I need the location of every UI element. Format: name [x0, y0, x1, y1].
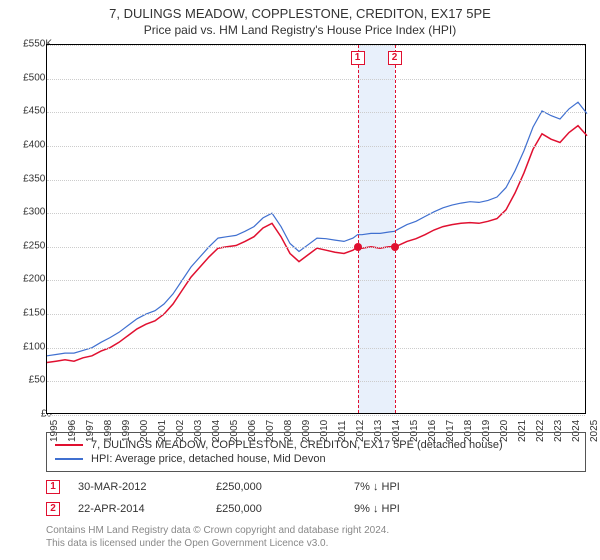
sale-delta: 7% ↓ HPI	[354, 481, 474, 493]
gridline	[47, 45, 585, 46]
series-hpi	[47, 102, 587, 356]
legend-swatch	[55, 444, 83, 446]
titles: 7, DULINGS MEADOW, COPPLESTONE, CREDITON…	[0, 0, 600, 39]
chart-container: 7, DULINGS MEADOW, COPPLESTONE, CREDITON…	[0, 0, 600, 560]
sale-row: 1 30-MAR-2012 £250,000 7% ↓ HPI	[46, 480, 586, 494]
x-tick-label: 2025	[589, 420, 600, 442]
gridline	[47, 247, 585, 248]
chart-title: 7, DULINGS MEADOW, COPPLESTONE, CREDITON…	[4, 6, 596, 21]
gridline	[47, 213, 585, 214]
gridline	[47, 280, 585, 281]
sale-dot	[391, 243, 399, 251]
sale-marker-2: 2	[388, 51, 402, 65]
sale-dot	[354, 243, 362, 251]
legend-label: 7, DULINGS MEADOW, COPPLESTONE, CREDITON…	[91, 439, 503, 451]
legend-box: 7, DULINGS MEADOW, COPPLESTONE, CREDITON…	[46, 432, 586, 472]
legend-block: 7, DULINGS MEADOW, COPPLESTONE, CREDITON…	[46, 432, 586, 550]
sale-marker-inline: 2	[46, 502, 60, 516]
sale-vline	[395, 45, 396, 413]
gridline	[47, 314, 585, 315]
sale-vline	[358, 45, 359, 413]
sales-list: 1 30-MAR-2012 £250,000 7% ↓ HPI 2 22-APR-2014…	[46, 480, 586, 516]
gridline	[47, 180, 585, 181]
gridline	[47, 348, 585, 349]
legend-row: 7, DULINGS MEADOW, COPPLESTONE, CREDITON…	[55, 439, 577, 451]
sale-marker-inline: 1	[46, 480, 60, 494]
sale-date: 22-APR-2014	[78, 503, 198, 515]
gridline	[47, 79, 585, 80]
gridline	[47, 415, 585, 416]
plot-area: 12	[46, 44, 586, 414]
credit-text: Contains HM Land Registry data © Crown c…	[46, 524, 586, 550]
series-subject-property	[47, 126, 587, 363]
sale-price: £250,000	[216, 503, 336, 515]
sale-marker-1: 1	[351, 51, 365, 65]
sale-price: £250,000	[216, 481, 336, 493]
chart-subtitle: Price paid vs. HM Land Registry's House …	[4, 23, 596, 37]
legend-label: HPI: Average price, detached house, Mid …	[91, 453, 326, 465]
gridline	[47, 112, 585, 113]
sale-delta: 9% ↓ HPI	[354, 503, 474, 515]
credit-line-1: Contains HM Land Registry data © Crown c…	[46, 524, 586, 537]
legend-row: HPI: Average price, detached house, Mid …	[55, 453, 577, 465]
series-svg	[47, 45, 587, 415]
sale-row: 2 22-APR-2014 £250,000 9% ↓ HPI	[46, 502, 586, 516]
legend-swatch	[55, 458, 83, 460]
credit-line-2: This data is licensed under the Open Gov…	[46, 537, 586, 550]
gridline	[47, 146, 585, 147]
sale-date: 30-MAR-2012	[78, 481, 198, 493]
gridline	[47, 381, 585, 382]
